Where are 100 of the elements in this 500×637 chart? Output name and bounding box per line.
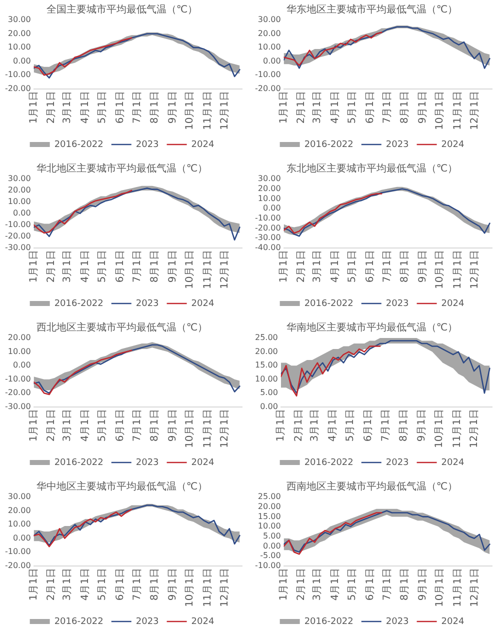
legend-label: 2016-2022 — [54, 140, 104, 150]
legend-label: 2023 — [136, 298, 159, 309]
legend-label: 2024 — [441, 458, 464, 468]
x-tick-label: 9月1日 — [167, 568, 178, 601]
x-tick-label: 8月1日 — [150, 408, 161, 442]
x-tick-label: 1月1日 — [28, 408, 40, 442]
x-tick-label: 6月1日 — [364, 90, 376, 124]
x-tick-label: 5月1日 — [347, 568, 358, 601]
y-tick-label: 20.00 — [8, 333, 31, 342]
y-tick-label: 20.00 — [258, 502, 281, 511]
x-tick-label: 4月1日 — [80, 408, 91, 442]
x-tick-label: 12月1日 — [219, 408, 230, 448]
x-tick-label: 11月1日 — [202, 568, 214, 608]
x-tick-label: 3月1日 — [62, 568, 74, 601]
chart-title: 华东地区主要城市平均最低气温（℃） — [286, 4, 458, 16]
x-tick-label: 11月1日 — [452, 408, 463, 448]
y-tick-label: 0.00 — [262, 541, 281, 550]
legend-label: 2024 — [191, 140, 214, 150]
x-tick-label: 5月1日 — [345, 408, 356, 442]
legend-label: 2016-2022 — [304, 140, 354, 150]
x-tick-label: 10月1日 — [434, 408, 445, 448]
legend-label: 2016-2022 — [304, 616, 354, 627]
x-tick-label: 9月1日 — [417, 90, 428, 124]
y-tick-label: 0.00 — [12, 208, 31, 218]
y-tick-label: -30.00 — [4, 402, 31, 411]
y-tick-label: 30.00 — [258, 15, 281, 24]
y-tick-label: -20.00 — [4, 84, 31, 93]
x-tick-label: 8月1日 — [398, 408, 410, 442]
x-tick-label: 5月1日 — [97, 90, 108, 124]
x-tick-label: 6月1日 — [363, 408, 374, 442]
legend-label: 2016-2022 — [54, 298, 104, 309]
legend-label: 2023 — [386, 298, 409, 309]
x-tick-label: 4月1日 — [80, 90, 91, 124]
chart-title: 华中地区主要城市平均最低气温（℃） — [36, 480, 208, 493]
legend-label: 2023 — [136, 616, 159, 627]
x-tick-label: 12月1日 — [219, 90, 230, 130]
x-tick-label: 9月1日 — [167, 250, 178, 283]
y-tick-label: 20.00 — [258, 184, 281, 193]
legend-label: 2023 — [386, 140, 409, 150]
legend-label: 2024 — [441, 616, 464, 627]
x-tick-label: 7月1日 — [382, 90, 393, 124]
x-tick-label: 3月1日 — [62, 250, 74, 283]
x-tick-label: 11月1日 — [452, 250, 464, 290]
y-tick-label: -10.00 — [254, 560, 281, 570]
y-tick-label: 30.00 — [8, 492, 31, 502]
legend-label: 2024 — [441, 298, 464, 309]
y-tick-label: 30.00 — [8, 174, 31, 184]
y-tick-label: 0.00 — [12, 533, 31, 542]
legend-label: 2016-2022 — [54, 458, 104, 468]
y-tick-label: 10.00 — [254, 374, 278, 384]
x-tick-label: 8月1日 — [150, 568, 161, 601]
x-tick-label: 3月1日 — [62, 408, 74, 442]
x-tick-label: 1月1日 — [278, 90, 290, 124]
x-tick-label: 11月1日 — [452, 568, 464, 608]
legend-label: 2023 — [386, 458, 409, 468]
x-tick-label: 4月1日 — [80, 250, 91, 283]
x-tick-label: 8月1日 — [400, 568, 411, 601]
x-tick-label: 2月1日 — [46, 90, 58, 124]
x-tick-label: 4月1日 — [80, 568, 91, 601]
x-tick-label: 8月1日 — [150, 90, 161, 124]
y-tick-label: 15.00 — [254, 360, 278, 370]
chart-title: 全国主要城市平均最低气温（℃） — [46, 4, 198, 16]
y-tick-label: -20.00 — [254, 84, 281, 93]
x-tick-label: 3月1日 — [310, 408, 321, 442]
x-tick-label: 6月1日 — [114, 90, 126, 124]
y-tick-label: 5.00 — [260, 388, 278, 398]
y-tick-label: 20.00 — [8, 28, 31, 38]
y-tick-label: -20.00 — [4, 560, 31, 570]
y-tick-label: 0.00 — [12, 56, 31, 66]
chart-title: 西北地区主要城市平均最低气温（℃） — [36, 322, 208, 334]
legend-label: 2024 — [191, 298, 214, 309]
y-tick-label: 5.00 — [262, 531, 281, 540]
x-tick-label: 7月1日 — [382, 250, 393, 283]
x-tick-label: 1月1日 — [278, 250, 290, 283]
x-tick-label: 8月1日 — [400, 90, 411, 124]
x-tick-label: 12月1日 — [469, 408, 480, 448]
y-tick-label: -20.00 — [254, 223, 281, 232]
y-tick-label: 0.00 — [260, 402, 278, 411]
x-tick-label: 2月1日 — [296, 250, 308, 283]
x-tick-label: 1月1日 — [28, 568, 40, 601]
legend-label: 2024 — [191, 616, 214, 627]
y-tick-label: 10.00 — [8, 520, 31, 529]
x-tick-label: 12月1日 — [469, 568, 480, 608]
y-tick-label: 10.00 — [8, 42, 31, 52]
x-tick-label: 9月1日 — [167, 408, 178, 442]
x-tick-label: 9月1日 — [167, 90, 178, 124]
x-tick-label: 3月1日 — [312, 568, 324, 601]
y-tick-label: -10.00 — [4, 374, 31, 384]
x-tick-label: 7月1日 — [382, 568, 393, 601]
x-tick-label: 6月1日 — [114, 408, 126, 442]
y-tick-label: 0.00 — [262, 204, 281, 213]
y-tick-label: -10.00 — [254, 70, 281, 80]
y-tick-label: 30.00 — [8, 15, 31, 24]
x-tick-label: 3月1日 — [62, 90, 74, 124]
x-tick-label: 6月1日 — [114, 568, 126, 601]
x-tick-label: 8月1日 — [400, 250, 411, 283]
y-tick-label: -10.00 — [4, 220, 31, 230]
x-tick-label: 1月1日 — [275, 408, 286, 442]
x-tick-label: 12月1日 — [219, 250, 230, 290]
y-tick-label: -10.00 — [4, 70, 31, 80]
